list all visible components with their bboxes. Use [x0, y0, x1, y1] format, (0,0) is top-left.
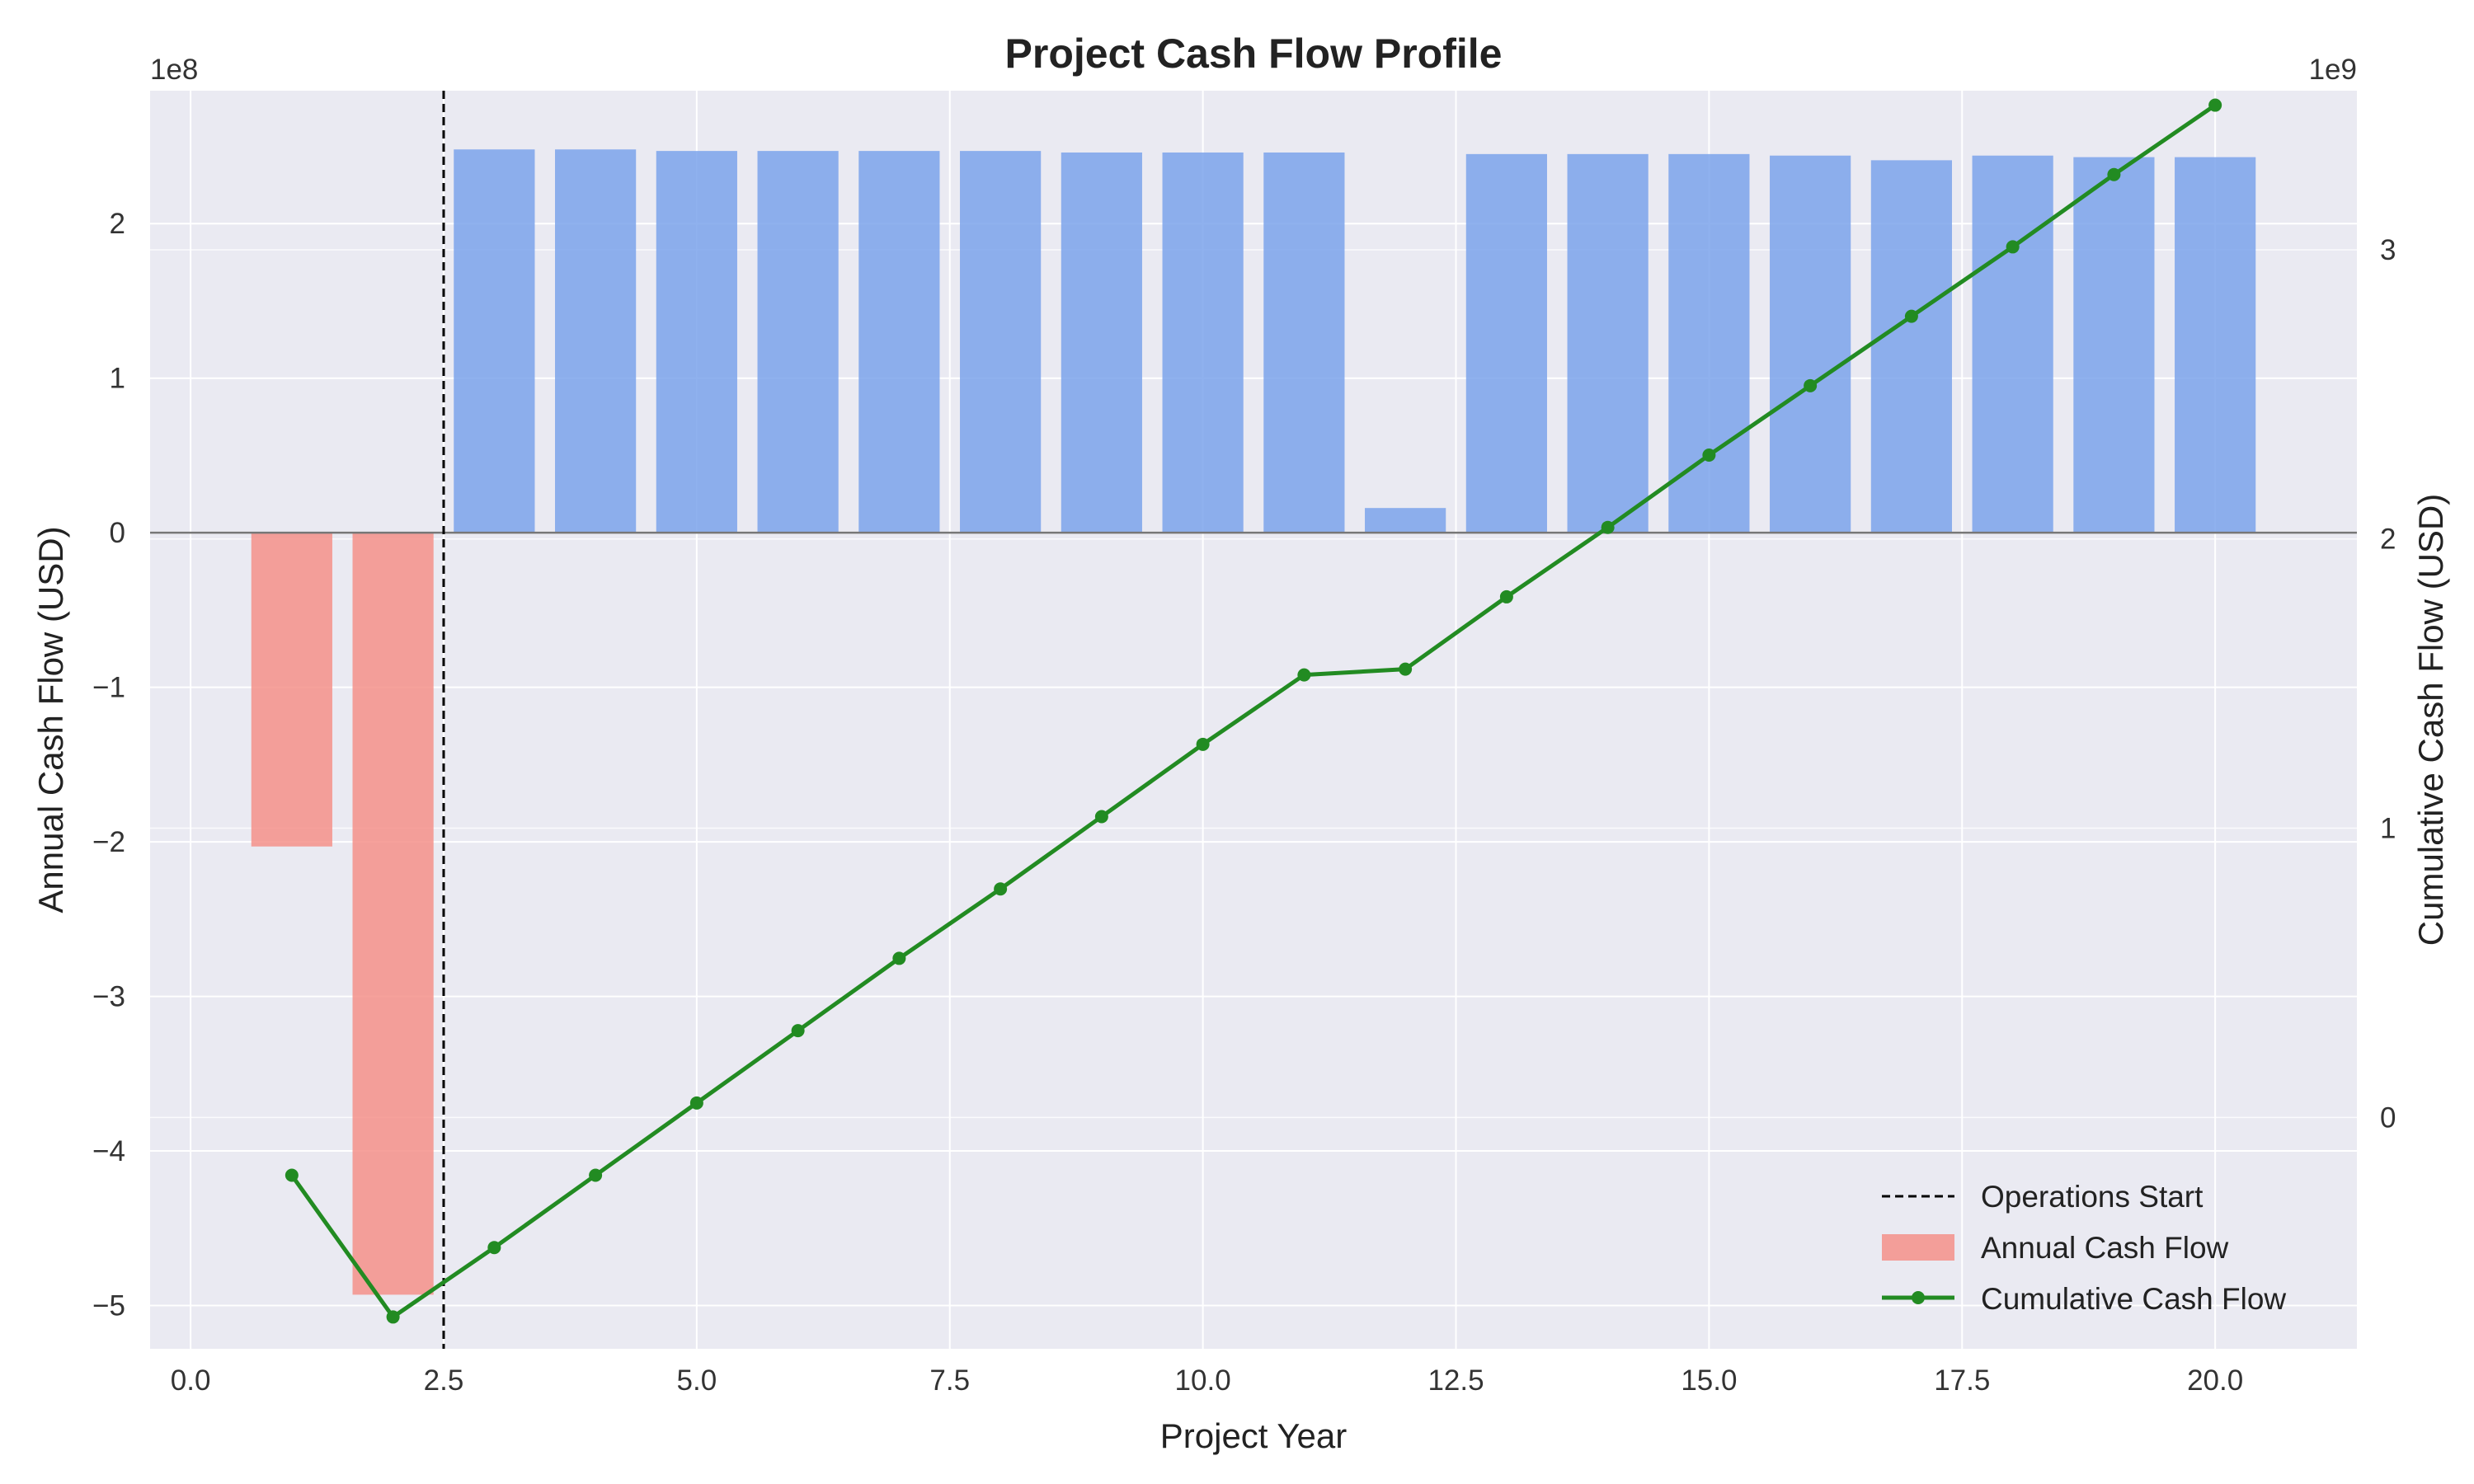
- annual-cash-flow-bar: [2073, 157, 2155, 533]
- x-tick-label: 2.5: [424, 1364, 464, 1397]
- cumulative-point: [2208, 98, 2222, 112]
- x-tick-label: 15.0: [1681, 1364, 1737, 1397]
- cumulative-point: [1804, 378, 1818, 392]
- annual-cash-flow-bar: [1061, 152, 1142, 533]
- annual-cash-flow-bar: [858, 151, 940, 533]
- annual-cash-flow-bar: [1162, 152, 1244, 533]
- annual-cash-flow-bar: [555, 149, 637, 533]
- annual-cash-flow-bar: [352, 533, 434, 1295]
- annual-cash-flow-bar: [454, 149, 535, 533]
- annual-cash-flow-bar: [1870, 160, 1952, 533]
- x-tick-label: 17.5: [1934, 1364, 1990, 1397]
- y-offset-label: 1e8: [150, 54, 198, 86]
- reference-lines: [150, 91, 2357, 1349]
- cumulative-point: [994, 882, 1008, 896]
- annual-cash-flow-bar: [1263, 152, 1345, 533]
- annual-cash-flow-bar: [1465, 153, 1547, 533]
- cumulative-point: [2006, 240, 2020, 254]
- x-tick-label: 0.0: [171, 1364, 211, 1397]
- cumulative-point: [285, 1168, 299, 1182]
- axis-ticks: 0.0 2.5 5.0 7.5 10.0 12.5 15.0 17.5 20.0 −5 −4 −3 −2…: [92, 208, 2396, 1397]
- y-tick-label: 1: [110, 363, 125, 395]
- cumulative-point: [1601, 520, 1615, 534]
- annual-cash-flow-bar: [1365, 508, 1446, 533]
- legend-annual-label: Annual Cash Flow: [1981, 1231, 2229, 1265]
- annual-cash-flow-bar: [2175, 157, 2256, 533]
- legend: Operations Start Annual Cash Flow Cumula…: [1882, 1180, 2286, 1316]
- x-tick-label: 12.5: [1427, 1364, 1484, 1397]
- x-tick-label: 10.0: [1175, 1364, 1231, 1397]
- cumulative-point: [892, 951, 906, 965]
- annual-cash-flow-bar: [1567, 153, 1649, 533]
- cumulative-point: [386, 1310, 400, 1324]
- annual-cash-flow-bar: [656, 151, 737, 533]
- x-tick-label: 7.5: [929, 1364, 970, 1397]
- y-tick-label: −1: [92, 672, 125, 704]
- y-tick-label: 0: [110, 517, 125, 549]
- x-tick-label: 20.0: [2187, 1364, 2243, 1397]
- y-axis-label: Annual Cash Flow (USD): [31, 526, 70, 913]
- legend-operations-label: Operations Start: [1981, 1180, 2204, 1214]
- annual-cash-flow-bars: [251, 149, 2256, 1295]
- y2-offset-label: 1e9: [2309, 54, 2357, 86]
- y-tick-label: −5: [92, 1290, 125, 1322]
- legend-cumulative-label: Cumulative Cash Flow: [1981, 1282, 2286, 1316]
- annual-cash-flow-bar: [1770, 155, 1851, 533]
- cumulative-point: [1094, 810, 1108, 824]
- y-tick-label: −2: [92, 826, 125, 858]
- cumulative-point: [1399, 662, 1413, 676]
- cumulative-cash-flow-line: [285, 98, 2222, 1324]
- y2-tick-label: 0: [2380, 1101, 2396, 1134]
- annual-cash-flow-bar: [1972, 155, 2053, 533]
- cumulative-point: [1196, 737, 1210, 751]
- y2-tick-label: 2: [2380, 524, 2396, 556]
- cumulative-point: [689, 1096, 703, 1110]
- legend-annual-swatch: [1882, 1234, 1954, 1261]
- chart-title: Project Cash Flow Profile: [1005, 31, 1503, 77]
- x-axis-label: Project Year: [1160, 1416, 1348, 1455]
- cumulative-point: [589, 1168, 603, 1182]
- cumulative-point: [1499, 589, 1513, 603]
- y2-axis-label: Cumulative Cash Flow (USD): [2411, 494, 2450, 946]
- annual-cash-flow-bar: [251, 533, 332, 847]
- annual-cash-flow-bar: [960, 151, 1042, 533]
- cumulative-point: [1702, 448, 1716, 463]
- annual-cash-flow-bar: [1668, 153, 1750, 533]
- cumulative-point: [2107, 167, 2121, 181]
- cumulative-point: [1904, 309, 1918, 323]
- y2-tick-label: 1: [2380, 813, 2396, 845]
- x-tick-label: 5.0: [677, 1364, 717, 1397]
- legend-cumulative-marker: [1912, 1291, 1925, 1304]
- y-tick-label: −3: [92, 981, 125, 1013]
- cumulative-line-path: [289, 103, 2217, 1319]
- y-tick-label: 2: [110, 208, 125, 240]
- y2-tick-label: 3: [2380, 234, 2396, 266]
- annual-cash-flow-bar: [757, 151, 839, 533]
- cumulative-point: [1297, 668, 1311, 682]
- cumulative-point: [791, 1024, 805, 1038]
- y-tick-label: −4: [92, 1135, 125, 1167]
- cumulative-point: [487, 1241, 501, 1255]
